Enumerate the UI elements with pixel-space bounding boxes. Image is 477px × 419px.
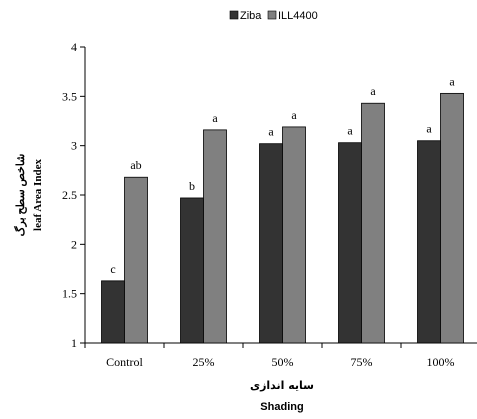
y-axis-label: leaf Area Index [32, 159, 44, 231]
bar-ill4400 [282, 126, 306, 344]
x-tick-label: 25% [193, 355, 215, 369]
x-tick-label: 100% [427, 355, 455, 369]
x-axis-label-persian: سایه اندازی [250, 379, 314, 392]
significance-letter: b [189, 179, 195, 193]
significance-letter: a [449, 74, 455, 88]
significance-letters: c ab b a a a a a a a [110, 74, 455, 275]
x-tick-label: 50% [272, 355, 294, 369]
bars [101, 92, 464, 344]
significance-letter: c [110, 262, 115, 276]
legend: Ziba ILL4400 [229, 10, 318, 22]
legend-label-ziba: Ziba [240, 10, 262, 22]
bar-ziba [417, 140, 441, 344]
bar-ziba [259, 143, 283, 344]
y-tick-label: 3.5 [62, 89, 77, 103]
y-tick-label: 4 [71, 40, 77, 54]
y-tick-label: 1 [71, 336, 77, 350]
bar-ziba [101, 280, 125, 344]
significance-letter: a [347, 124, 353, 138]
y-axis-label-persian: شاخص سطح برگ [13, 154, 27, 237]
x-tick-label: 75% [351, 355, 373, 369]
y-tick-label: 3 [71, 139, 77, 153]
y-tick-label: 2 [71, 237, 77, 251]
legend-swatch-ziba [229, 10, 239, 20]
bar-ill4400 [440, 92, 464, 344]
significance-letter: a [212, 111, 218, 125]
bar-ill4400 [361, 102, 385, 344]
y-tick-label: 1.5 [62, 287, 77, 301]
legend-label-ill4400: ILL4400 [278, 10, 318, 22]
x-tick-label: Control [106, 355, 143, 369]
bar-ziba [338, 142, 362, 344]
x-axis-label: Shading [260, 401, 303, 413]
significance-letter: a [426, 122, 432, 136]
significance-letter: a [291, 108, 297, 122]
significance-letter: a [268, 125, 274, 139]
bar-ziba [180, 197, 204, 344]
legend-swatch-ill4400 [267, 10, 277, 20]
significance-letter: ab [130, 158, 141, 172]
bar-ill4400 [124, 176, 148, 344]
y-ticks: 1 1.5 2 2.5 3 3.5 4 [62, 40, 85, 350]
bar-ill4400 [203, 129, 227, 344]
y-tick-label: 2.5 [62, 188, 77, 202]
significance-letter: a [370, 84, 376, 98]
x-ticks: Control 25% 50% 75% 100% [84, 343, 455, 369]
